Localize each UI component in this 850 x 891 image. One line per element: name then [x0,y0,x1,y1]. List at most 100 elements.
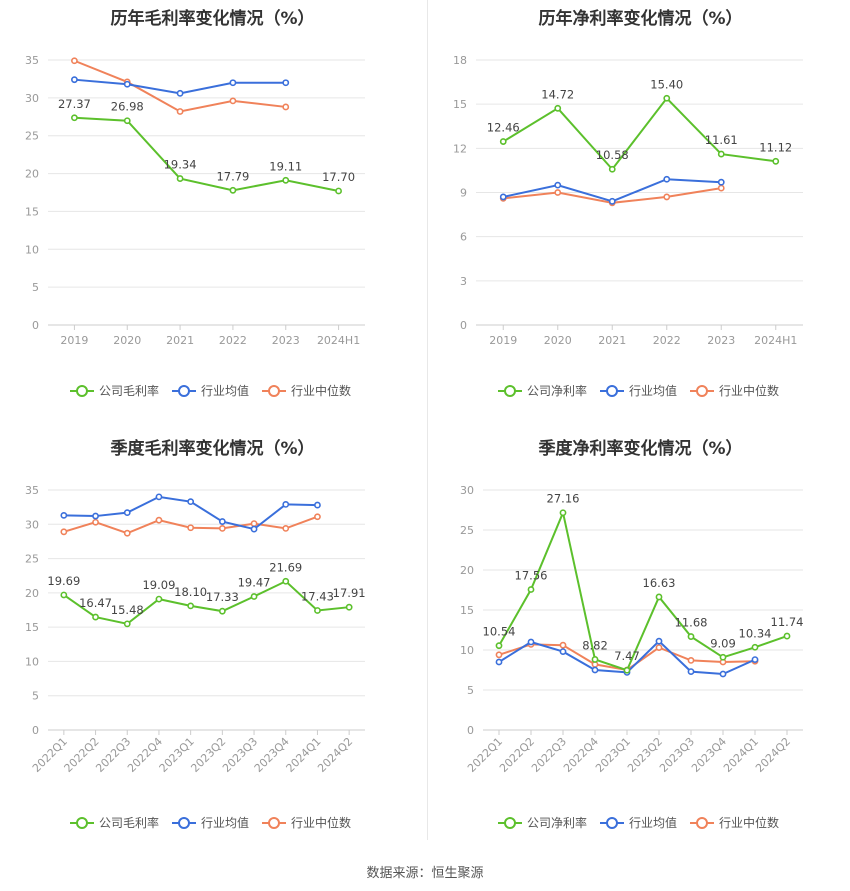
data-point-company [554,104,562,112]
data-label: 16.47 [79,596,112,610]
data-label: 12.46 [487,121,520,135]
chart-svg: 0 3 6 9 12 15 18 2019 2020 2021 2022 2023 2024H1 12.4… [453,54,803,398]
data-point-company [176,175,184,182]
series-line-company [498,509,788,672]
legend-label-company[interactable]: 公司毛利率 [99,815,159,830]
y-tick-label: 30 [25,518,39,531]
legend-label-company[interactable]: 公司净利率 [527,815,587,830]
data-label: 17.33 [206,590,239,604]
data-label: 19.69 [47,574,80,588]
y-tick-label: 0 [32,724,39,737]
data-point-company [229,186,237,194]
data-label: 18.10 [174,585,207,599]
data-point-company [282,176,290,184]
data-point-industry-avg [655,637,663,645]
legend-marker-industry-avg [606,817,618,829]
data-point-industry-avg [282,501,290,508]
data-label: 27.16 [547,492,580,506]
x-tick-label: 2023 [707,334,735,347]
y-tick-label: 35 [25,484,39,497]
data-point-company [155,595,163,603]
data-label: 19.11 [269,159,302,173]
data-point-industry-median [717,184,725,192]
data-label: 27.37 [58,97,91,111]
data-label: 15.40 [650,77,683,91]
data-point-company [559,509,567,517]
chart-panel-quarterly-net-margin: 0 5 10 15 20 25 30 2022Q1 2022Q2 2022Q3 2022Q4 2023… [428,430,850,860]
data-point-company [335,187,342,195]
data-point-industry-avg [176,89,184,97]
data-point-industry-avg [559,648,567,655]
data-point-industry-median [282,525,290,532]
data-label: 17.43 [301,589,334,603]
data-point-industry-avg [719,670,727,678]
data-label: 19.09 [142,578,175,592]
legend-label-company[interactable]: 公司净利率 [527,383,587,398]
y-tick-label: 30 [460,484,474,497]
x-tick-label: 2020 [113,334,141,347]
series-line-company [502,96,776,171]
data-point-company [187,602,195,610]
legend-label-industry-avg[interactable]: 行业均值 [629,815,677,830]
chart-panel-annual-gross-margin: 0 5 10 15 20 25 30 35 2019 2020 2021 2022 2023 2024H1… [0,0,425,430]
legend-label-industry-median[interactable]: 行业中位数 [291,383,351,398]
legend-label-industry-median[interactable]: 行业中位数 [719,383,779,398]
data-label: 17.56 [515,569,548,583]
data-label: 11.74 [771,615,804,629]
data-label: 11.61 [705,133,738,147]
legend-label-company[interactable]: 公司毛利率 [99,383,159,398]
chart-panel-annual-net-margin: 0 3 6 9 12 15 18 2019 2020 2021 2022 2023 2024H1 12.4… [428,0,850,430]
y-tick-label: 30 [25,92,39,105]
data-label: 10.34 [739,626,772,640]
y-tick-label: 20 [25,168,39,181]
data-point-industry-avg [250,525,258,533]
legend-label-industry-avg[interactable]: 行业均值 [201,815,249,830]
legend-label-industry-avg[interactable]: 行业均值 [629,383,677,398]
chart-svg: 0 5 10 15 20 25 30 35 2019 2020 2021 2022 2023 2024H1… [25,54,365,398]
series-line-industry-median [74,59,286,113]
chart-title: 历年毛利率变化情况（%） [110,9,315,29]
data-point-company [60,591,68,599]
data-point-company [663,94,671,102]
data-label: 14.72 [541,87,574,101]
x-tick-label: 2021 [598,334,626,347]
data-point-company [92,613,99,621]
data-point-company [218,607,226,615]
data-point-industry-median [687,656,695,664]
legend-label-industry-median[interactable]: 行业中位数 [291,815,351,830]
y-tick-label: 10 [25,243,39,256]
data-point-industry-avg [591,666,599,674]
data-point-industry-avg [282,79,290,87]
data-point-industry-median [187,524,195,532]
data-label: 10.54 [483,625,516,639]
y-tick-label: 10 [25,655,39,668]
chart-svg: 0510152025302022Q12022Q22022Q32022Q42023… [460,484,804,830]
data-point-company [717,150,725,158]
legend-label-industry-avg[interactable]: 行业均值 [201,383,249,398]
data-source-footer: 数据来源：恒生聚源 [366,866,484,881]
y-tick-label: 0 [460,319,467,332]
data-point-company [282,577,290,585]
data-point-company [772,157,780,165]
data-point-industry-avg [527,638,535,646]
legend-marker-industry-median [696,817,708,829]
chart-title: 历年净利率变化情况（%） [538,9,743,29]
data-point-industry-avg [229,79,237,87]
panel-divider [427,0,428,840]
data-label: 17.91 [333,586,366,600]
data-point-company [495,642,503,650]
data-point-industry-avg [123,509,131,517]
y-tick-label: 35 [25,54,39,67]
data-point-industry-median [123,529,131,537]
data-point-industry-avg [751,656,759,663]
data-point-industry-avg [187,498,195,506]
x-tick-label: 2021 [166,334,194,347]
y-tick-label: 0 [32,319,39,332]
legend-label-industry-median[interactable]: 行业中位数 [719,815,779,830]
legend-marker-industry-median [268,817,280,829]
y-tick-label: 15 [453,98,467,111]
data-point-industry-avg [663,175,671,183]
data-point-industry-median [495,651,503,659]
data-point-industry-avg [554,181,562,189]
x-tick-label: 2020 [544,334,572,347]
